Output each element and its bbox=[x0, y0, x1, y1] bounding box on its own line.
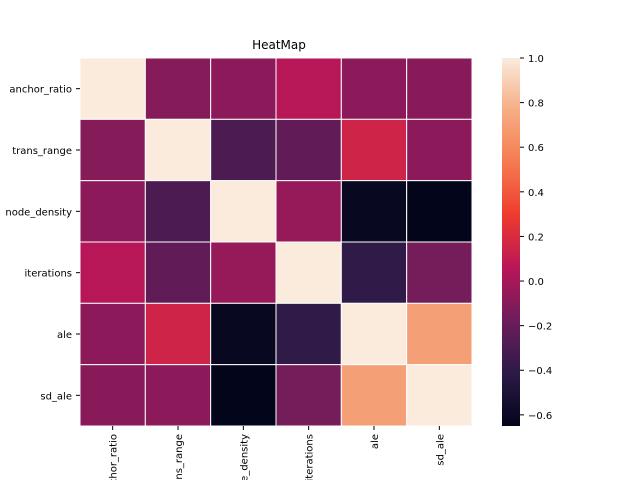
heatmap-cell bbox=[406, 364, 473, 427]
colorbar-tick-label: 0.0 bbox=[528, 277, 544, 288]
heatmap-cell bbox=[340, 241, 408, 304]
colorbar-ticks: 1.0 0.8 0.6 0.4 0.2 0.0 −0.2 −0.4 −0.6 bbox=[520, 54, 552, 422]
heatmap-cell bbox=[275, 302, 342, 366]
heatmap-cell bbox=[406, 241, 473, 304]
heatmap-cell bbox=[210, 57, 277, 120]
heatmap-cell bbox=[340, 180, 408, 243]
heatmap-cell bbox=[144, 241, 212, 304]
x-tick-label: node_density bbox=[239, 434, 250, 480]
y-tick-label: iterations bbox=[25, 269, 72, 280]
y-tick-label: ale bbox=[57, 330, 72, 341]
heatmap-cell bbox=[144, 118, 212, 182]
heatmap-cell bbox=[79, 241, 146, 304]
colorbar-tick-label: −0.4 bbox=[528, 366, 552, 377]
heatmap-cell bbox=[144, 302, 212, 366]
heatmap-cell bbox=[144, 180, 212, 243]
heatmap-cell bbox=[406, 302, 473, 366]
heatmap-cell bbox=[406, 180, 473, 243]
x-tick-label: ale bbox=[370, 434, 381, 449]
x-tick-label: trans_range bbox=[174, 434, 185, 480]
heatmap-cell bbox=[406, 57, 473, 120]
x-tick-label: sd_ale bbox=[435, 434, 446, 466]
heatmap-cell bbox=[340, 118, 408, 182]
heatmap-cell bbox=[210, 302, 277, 366]
heatmap-cell bbox=[79, 57, 146, 120]
y-tick-label: node_density bbox=[5, 207, 72, 218]
heatmap-cell bbox=[275, 364, 342, 427]
heatmap-cell bbox=[340, 57, 408, 120]
heatmap-cell bbox=[210, 241, 277, 304]
colorbar-tick-label: 1.0 bbox=[528, 54, 544, 65]
heatmap-cell bbox=[406, 118, 473, 182]
colorbar-tick-label: 0.4 bbox=[528, 188, 544, 199]
heatmap-cell bbox=[79, 364, 146, 427]
heatmap-cell bbox=[79, 180, 146, 243]
y-tick-label: trans_range bbox=[12, 146, 72, 157]
y-tick-label: anchor_ratio bbox=[9, 85, 72, 96]
colorbar-tick-label: 0.8 bbox=[528, 99, 544, 110]
colorbar-tick-label: −0.6 bbox=[528, 411, 552, 422]
heatmap-cell bbox=[275, 180, 342, 243]
heatmap-cell bbox=[79, 302, 146, 366]
chart-title: HeatMap bbox=[252, 38, 306, 52]
y-tick-label: sd_ale bbox=[40, 391, 72, 402]
x-tick-label: anchor_ratio bbox=[109, 434, 120, 480]
heatmap-cell bbox=[275, 118, 342, 182]
heatmap-cell bbox=[340, 302, 408, 366]
heatmap-cells bbox=[79, 57, 473, 427]
heatmap-cell bbox=[210, 180, 277, 243]
heatmap-cell bbox=[79, 118, 146, 182]
colorbar-tick-label: −0.2 bbox=[528, 322, 552, 333]
x-tick-labels: anchor_ratio trans_range node_density itera… bbox=[109, 426, 446, 480]
colorbar-tick-label: 0.2 bbox=[528, 232, 544, 243]
colorbar-tick-label: 0.6 bbox=[528, 143, 544, 154]
colorbar: 1.0 0.8 0.6 0.4 0.2 0.0 −0.2 −0.4 −0.6 bbox=[502, 54, 552, 426]
colorbar-gradient bbox=[502, 58, 520, 426]
heatmap-cell bbox=[275, 57, 342, 120]
y-tick-labels: anchor_ratio trans_range node_densityitera… bbox=[5, 85, 80, 402]
heatmap-cell bbox=[144, 364, 212, 427]
heatmap-cell bbox=[144, 57, 212, 120]
heatmap-cell bbox=[210, 364, 277, 427]
x-tick-label: iterations bbox=[305, 434, 316, 480]
heatmap-cell bbox=[275, 241, 342, 304]
heatmap-cell bbox=[210, 118, 277, 182]
heatmap-cell bbox=[340, 364, 408, 427]
